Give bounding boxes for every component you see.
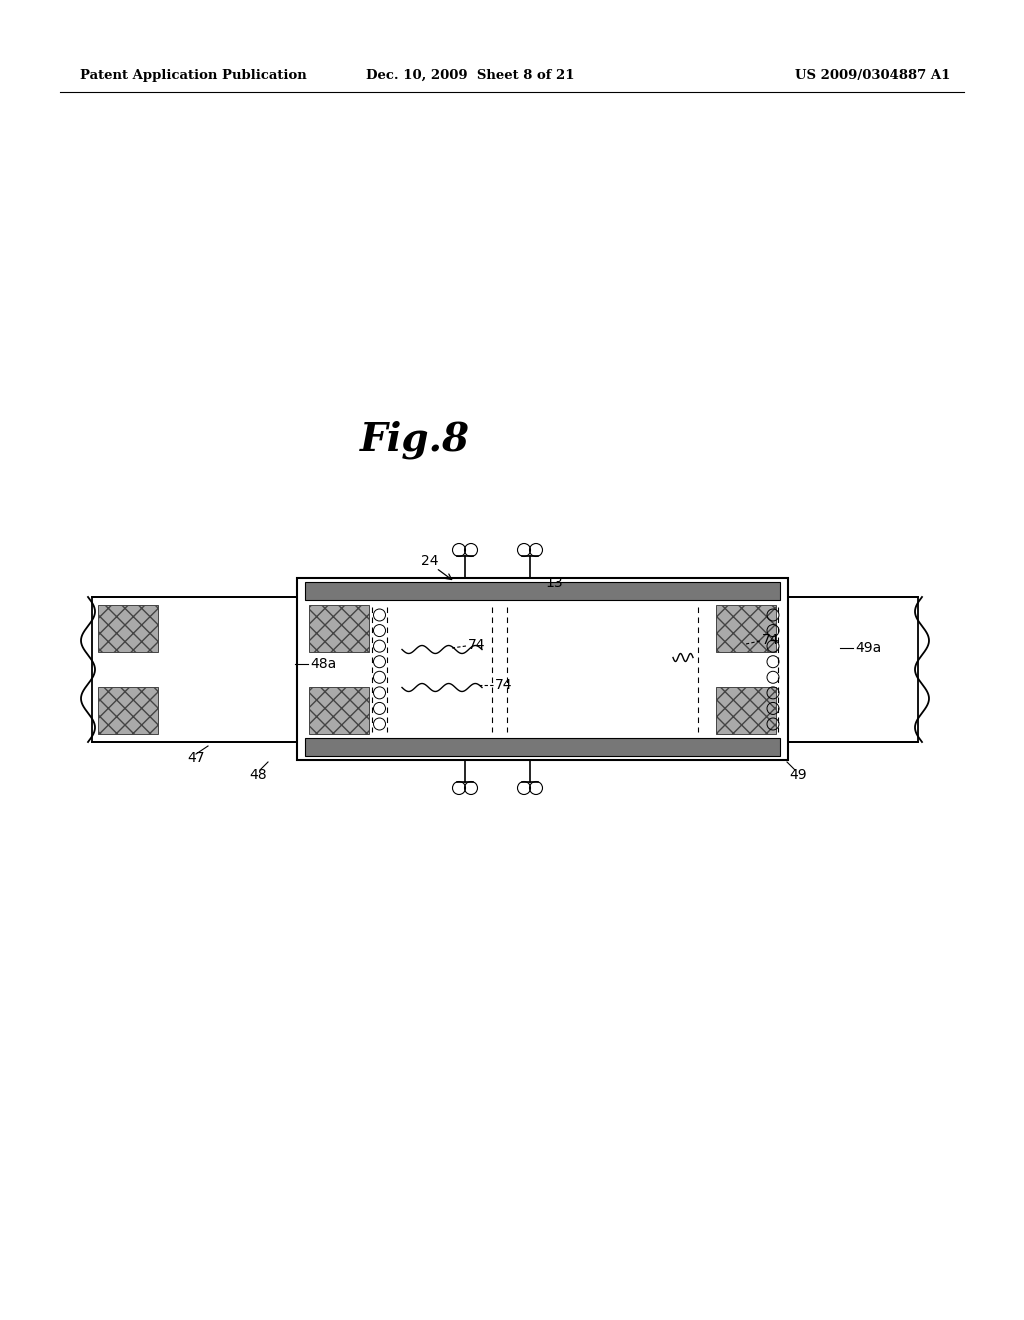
- Bar: [98, 605, 158, 652]
- Text: 24: 24: [421, 554, 438, 568]
- Bar: [98, 686, 158, 734]
- Bar: [716, 605, 776, 652]
- Bar: [788, 597, 918, 742]
- Text: 74: 74: [762, 634, 779, 647]
- Text: 48: 48: [249, 768, 267, 781]
- Text: 47: 47: [187, 751, 205, 766]
- Bar: [297, 578, 788, 760]
- Bar: [92, 597, 297, 742]
- Text: 49a: 49a: [855, 642, 882, 655]
- Text: Dec. 10, 2009  Sheet 8 of 21: Dec. 10, 2009 Sheet 8 of 21: [366, 69, 574, 82]
- Bar: [305, 738, 780, 756]
- Text: 74: 74: [468, 638, 485, 652]
- Text: Fig.8: Fig.8: [360, 421, 470, 459]
- Bar: [716, 686, 776, 734]
- Text: 48a: 48a: [310, 657, 336, 671]
- Bar: [305, 582, 780, 601]
- Text: US 2009/0304887 A1: US 2009/0304887 A1: [795, 69, 950, 82]
- Bar: [309, 686, 369, 734]
- Text: Patent Application Publication: Patent Application Publication: [80, 69, 307, 82]
- Text: 49: 49: [790, 768, 807, 781]
- Bar: [309, 605, 369, 652]
- Text: 13: 13: [545, 576, 563, 590]
- Text: 74: 74: [495, 678, 512, 692]
